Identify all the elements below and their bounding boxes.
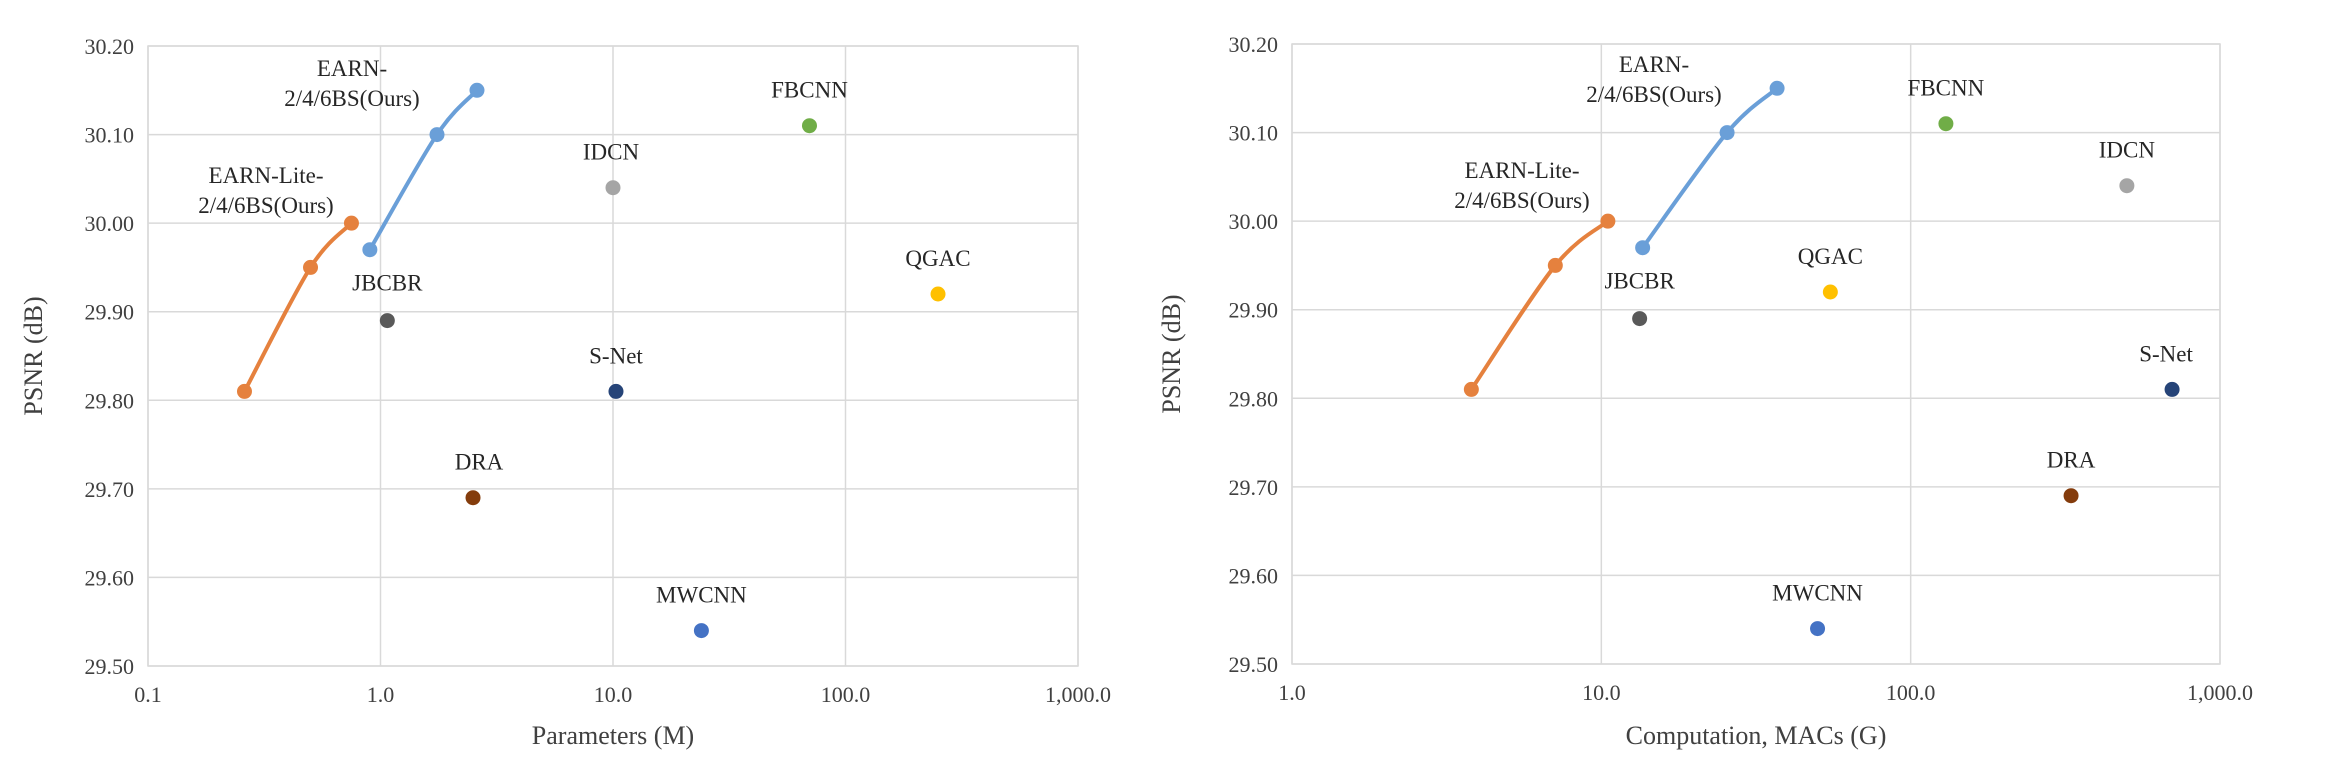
point-s-net	[2164, 381, 2180, 397]
chart-panel-1: 29.50 29.60 29.70 29.80 29.90 30.00 30.10 30.20…	[19, 34, 1111, 750]
x-tick-label: 0.1	[134, 682, 162, 707]
series-label-line: 2/4/6BS(Ours)	[284, 86, 419, 111]
series-point	[362, 242, 378, 258]
y-tick-label: 30.10	[85, 123, 135, 148]
x-tick-label: 10.0	[594, 682, 633, 707]
series-point	[429, 127, 445, 143]
point-label: MWCNN	[1772, 581, 1863, 606]
x-tick-label: 1,000.0	[2187, 680, 2253, 705]
y-tick-label: 29.90	[85, 300, 135, 325]
y-tick-label: 30.20	[1229, 32, 1279, 57]
series-label-line: 2/4/6BS(Ours)	[198, 193, 333, 218]
point-idcn	[605, 180, 621, 196]
y-tick-label: 29.60	[85, 565, 135, 590]
series-line-2	[242, 221, 353, 393]
series-point	[1463, 381, 1479, 397]
point-jbcbr	[1632, 311, 1648, 327]
point-qgac	[930, 286, 946, 302]
series-line-2	[1469, 219, 1610, 391]
point-qgac	[1822, 284, 1838, 300]
series-point	[1547, 257, 1563, 273]
x-axis-title: Computation, MACs (G)	[1626, 721, 1887, 750]
y-tick-label: 29.70	[85, 477, 135, 502]
point-mwcnn	[693, 623, 709, 639]
point-label: DRA	[455, 450, 504, 475]
point-label: S-Net	[589, 343, 643, 368]
x-tick-label: 100.0	[821, 682, 871, 707]
series-label-line: 2/4/6BS(Ours)	[1586, 82, 1721, 107]
series-point	[1769, 80, 1785, 96]
series-point	[1600, 213, 1616, 229]
point-label: QGAC	[1798, 244, 1863, 269]
y-tick-label: 29.60	[1229, 563, 1279, 588]
y-tick-label: 30.20	[85, 34, 135, 59]
point-label: DRA	[2047, 448, 2096, 473]
point-label: QGAC	[905, 246, 970, 271]
x-tick-label: 10.0	[1582, 680, 1621, 705]
y-tick-label: 29.90	[1229, 298, 1279, 323]
series-point	[1719, 125, 1735, 141]
point-label: FBCNN	[1908, 76, 1985, 101]
point-label: S-Net	[2139, 341, 2193, 366]
series-label-line: EARN-Lite-	[1465, 158, 1580, 183]
point-idcn	[2119, 178, 2135, 194]
y-tick-label: 29.50	[1229, 652, 1279, 677]
chart-panel-2: 29.50 29.60 29.70 29.80 29.90 30.00 30.10 30.20…	[1157, 32, 2253, 750]
x-tick-label: 1.0	[367, 682, 395, 707]
y-tick-label: 29.80	[1229, 386, 1279, 411]
point-label: IDCN	[2099, 138, 2156, 163]
point-jbcbr	[379, 313, 395, 329]
series-label-line: EARN-Lite-	[209, 163, 324, 188]
y-tick-label: 30.00	[1229, 209, 1279, 234]
y-tick-label: 30.10	[1229, 121, 1279, 146]
y-tick-label: 29.50	[85, 654, 135, 679]
point-fbcnn	[801, 118, 817, 134]
y-axis-title: PSNR (dB)	[19, 296, 48, 415]
series-label-line: EARN-	[317, 56, 387, 81]
point-mwcnn	[1810, 621, 1826, 637]
series-point	[343, 215, 359, 231]
y-tick-label: 29.80	[85, 388, 135, 413]
point-fbcnn	[1938, 116, 1954, 132]
x-tick-label: 1,000.0	[1045, 682, 1111, 707]
point-label: FBCNN	[771, 78, 848, 103]
point-dra	[465, 490, 481, 506]
point-label: JBCBR	[352, 271, 423, 296]
point-label: IDCN	[583, 140, 640, 165]
plot-area-border	[1291, 43, 2221, 665]
point-label: JBCBR	[1604, 269, 1675, 294]
x-axis-title: Parameters (M)	[532, 721, 694, 750]
series-label-line: 2/4/6BS(Ours)	[1454, 188, 1589, 213]
x-tick-label: 100.0	[1886, 680, 1936, 705]
series-line-1	[1641, 86, 1779, 249]
series-point	[469, 82, 485, 98]
series-point	[303, 259, 319, 275]
y-tick-label: 29.70	[1229, 475, 1279, 500]
point-s-net	[608, 383, 624, 399]
point-dra	[2063, 488, 2079, 504]
plot-area-border	[147, 45, 1079, 667]
y-tick-label: 30.00	[85, 211, 135, 236]
series-point	[236, 383, 252, 399]
y-axis-title: PSNR (dB)	[1157, 294, 1186, 413]
x-tick-label: 1.0	[1278, 680, 1306, 705]
series-line-1	[368, 88, 479, 251]
series-point	[1635, 240, 1651, 256]
series-label-line: EARN-	[1619, 52, 1689, 77]
point-label: MWCNN	[656, 583, 747, 608]
